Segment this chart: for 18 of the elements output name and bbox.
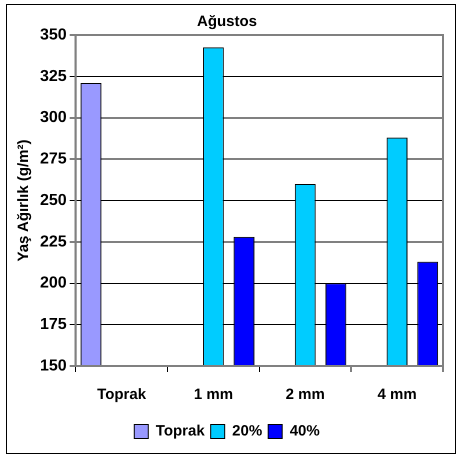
chart-title: Ağustos [197, 13, 257, 30]
x-tick-label: 1 mm [194, 386, 234, 404]
y-tick-label: 175 [40, 316, 67, 334]
legend-label: 20% [232, 422, 262, 440]
y-axis-title: Yaş Ağırlık (g/m²) [15, 140, 32, 262]
y-tick-label: 300 [40, 109, 67, 126]
x-tick-label: 4 mm [377, 386, 417, 404]
y-tick-label: 325 [40, 68, 67, 85]
y-tick-label: 225 [40, 233, 67, 250]
x-tick-label: Toprak [97, 386, 147, 404]
y-tick-label: 150 [40, 357, 67, 374]
legend-label: Toprak [156, 422, 206, 440]
y-tick-label: 250 [40, 192, 67, 209]
x-tick-label: 2 mm [286, 386, 325, 404]
y-tick-label: 200 [40, 274, 67, 292]
y-tick-label: 275 [40, 150, 67, 168]
y-tick-label: 350 [40, 26, 67, 44]
legend-label: 40% [290, 422, 320, 440]
